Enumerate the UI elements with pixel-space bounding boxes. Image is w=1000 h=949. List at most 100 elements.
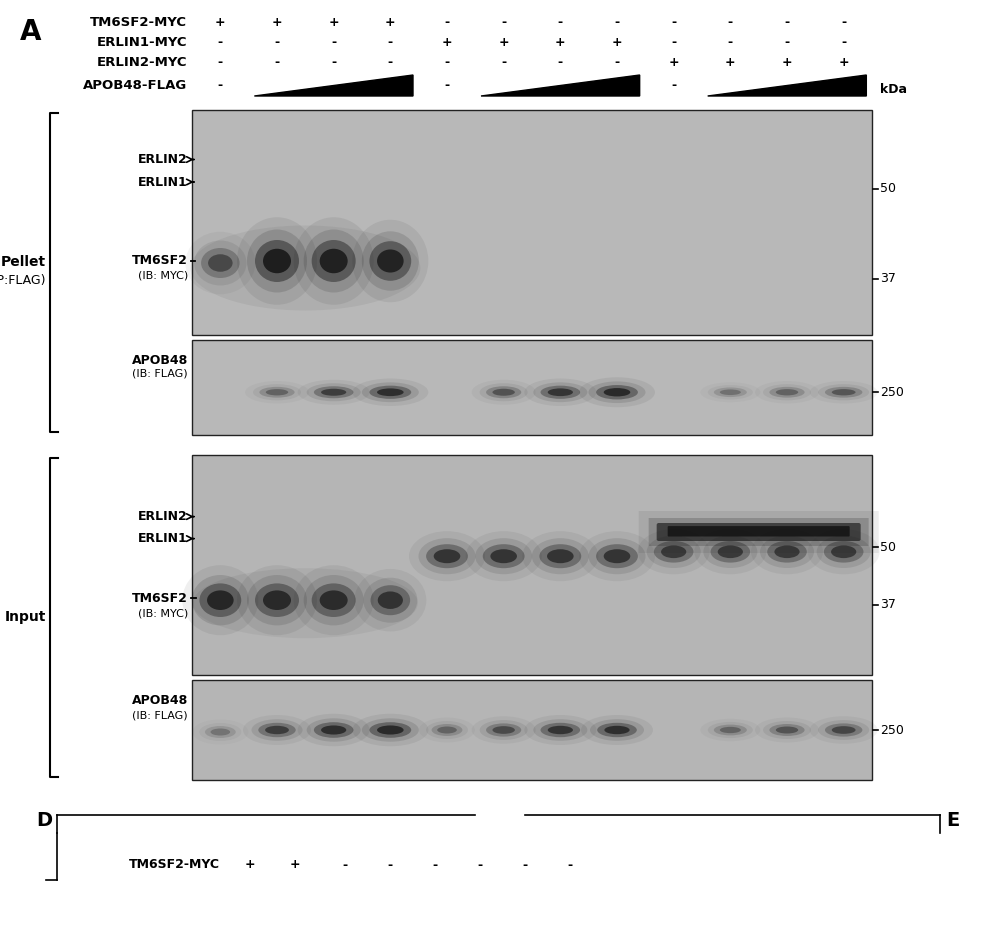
Text: Pellet: Pellet [1, 255, 46, 270]
Ellipse shape [548, 388, 573, 396]
Ellipse shape [547, 549, 574, 563]
Ellipse shape [369, 722, 411, 737]
Text: ERLIN2: ERLIN2 [138, 153, 188, 166]
Ellipse shape [320, 249, 348, 273]
Ellipse shape [205, 726, 236, 738]
Ellipse shape [314, 386, 353, 399]
Text: +: + [555, 35, 566, 48]
Text: (IB: FLAG): (IB: FLAG) [132, 710, 188, 720]
Ellipse shape [259, 387, 295, 398]
Text: -: - [388, 35, 393, 48]
Text: D: D [36, 810, 52, 829]
Ellipse shape [480, 383, 528, 401]
Ellipse shape [579, 378, 655, 407]
Text: -: - [432, 859, 438, 871]
Ellipse shape [243, 715, 311, 745]
Ellipse shape [321, 725, 346, 735]
Ellipse shape [247, 575, 307, 625]
Text: -: - [841, 15, 846, 28]
Text: -: - [501, 15, 506, 28]
Text: +: + [290, 859, 300, 871]
Ellipse shape [720, 389, 741, 395]
Text: -: - [728, 35, 733, 48]
Ellipse shape [409, 531, 485, 581]
Ellipse shape [466, 531, 542, 581]
Ellipse shape [258, 723, 296, 737]
Ellipse shape [604, 726, 630, 735]
FancyBboxPatch shape [668, 526, 850, 536]
Ellipse shape [432, 724, 462, 736]
Ellipse shape [522, 531, 598, 581]
Text: -: - [671, 35, 676, 48]
Text: -: - [728, 15, 733, 28]
Ellipse shape [808, 530, 880, 574]
Text: -: - [218, 35, 223, 48]
Text: ERLIN2-MYC: ERLIN2-MYC [96, 55, 187, 68]
Ellipse shape [194, 240, 247, 286]
Ellipse shape [199, 584, 241, 617]
Text: -: - [444, 79, 450, 91]
Text: -: - [614, 15, 620, 28]
Ellipse shape [590, 719, 644, 741]
Text: -: - [331, 55, 336, 68]
Ellipse shape [265, 726, 289, 735]
Ellipse shape [703, 535, 757, 568]
Ellipse shape [352, 379, 428, 406]
Ellipse shape [769, 724, 805, 736]
Ellipse shape [604, 549, 630, 563]
Text: APOB48: APOB48 [132, 694, 188, 706]
Text: +: + [245, 859, 255, 871]
Ellipse shape [638, 530, 710, 574]
Text: -: - [477, 859, 483, 871]
Bar [192, 455, 872, 675]
Text: +: + [668, 55, 679, 68]
Ellipse shape [207, 590, 234, 610]
Ellipse shape [294, 566, 374, 635]
Ellipse shape [708, 722, 753, 738]
Ellipse shape [492, 389, 515, 396]
Text: 37: 37 [880, 598, 896, 611]
Text: +: + [612, 35, 622, 48]
Ellipse shape [377, 388, 404, 396]
Text: TM6SF2: TM6SF2 [132, 591, 188, 605]
Ellipse shape [524, 715, 596, 745]
FancyBboxPatch shape [657, 523, 861, 541]
Ellipse shape [597, 723, 637, 737]
Bar [192, 340, 872, 435]
Ellipse shape [252, 719, 302, 741]
Ellipse shape [298, 380, 370, 405]
Text: -: - [218, 55, 223, 68]
Ellipse shape [817, 535, 871, 568]
Ellipse shape [371, 586, 410, 615]
Text: -: - [614, 55, 620, 68]
Ellipse shape [377, 250, 404, 272]
Text: -: - [567, 859, 573, 871]
Ellipse shape [320, 590, 348, 610]
Text: Input: Input [5, 610, 46, 624]
Text: +: + [498, 35, 509, 48]
Ellipse shape [541, 723, 580, 737]
Ellipse shape [255, 240, 299, 282]
Ellipse shape [714, 387, 747, 397]
Text: ERLIN2: ERLIN2 [138, 511, 188, 523]
FancyBboxPatch shape [649, 518, 869, 546]
Ellipse shape [378, 591, 403, 609]
Ellipse shape [832, 389, 856, 396]
Ellipse shape [720, 727, 741, 734]
Ellipse shape [548, 726, 573, 735]
Ellipse shape [426, 721, 468, 739]
Ellipse shape [588, 538, 646, 574]
Ellipse shape [294, 217, 374, 305]
Text: E: E [946, 810, 960, 829]
Ellipse shape [480, 720, 528, 740]
Ellipse shape [539, 544, 581, 568]
Text: APOB48-FLAG: APOB48-FLAG [83, 79, 187, 91]
Ellipse shape [437, 727, 457, 734]
Ellipse shape [307, 383, 361, 401]
Ellipse shape [824, 541, 863, 563]
Text: -: - [274, 35, 280, 48]
Text: -: - [388, 55, 393, 68]
Ellipse shape [247, 230, 307, 292]
Ellipse shape [767, 541, 807, 563]
Text: -: - [841, 35, 846, 48]
